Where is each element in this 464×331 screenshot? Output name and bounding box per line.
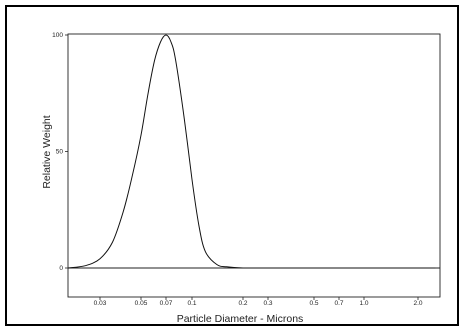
figure-frame bbox=[5, 5, 459, 326]
x-tick-label: 0.05 bbox=[135, 300, 148, 307]
x-tick-label: 1.0 bbox=[359, 300, 368, 307]
y-tick-label: 100 bbox=[52, 32, 63, 39]
x-axis: 0.03 0.05 0.07 0.1 0.2 0.3 0.5 0.7 1.0 2.0 bbox=[94, 297, 423, 307]
plot-area-box bbox=[67, 33, 441, 298]
x-tick-label: 0.2 bbox=[238, 300, 247, 307]
y-axis-label: Relative Weight bbox=[41, 115, 53, 188]
x-tick-label: 0.07 bbox=[160, 300, 173, 307]
x-tick-label: 0.03 bbox=[94, 300, 107, 307]
x-tick-label: 0.3 bbox=[263, 300, 272, 307]
x-tick-label: 0.1 bbox=[187, 300, 196, 307]
x-axis-label: Particle Diameter - Microns bbox=[177, 313, 304, 325]
y-axis: 0 50 100 bbox=[52, 32, 68, 272]
y-tick-label: 50 bbox=[56, 149, 64, 156]
x-tick-label: 0.5 bbox=[309, 300, 318, 307]
y-tick-label: 0 bbox=[59, 265, 63, 272]
x-tick-label: 2.0 bbox=[413, 300, 422, 307]
distribution-curve bbox=[67, 34, 436, 269]
x-tick-label: 0.7 bbox=[334, 300, 343, 307]
